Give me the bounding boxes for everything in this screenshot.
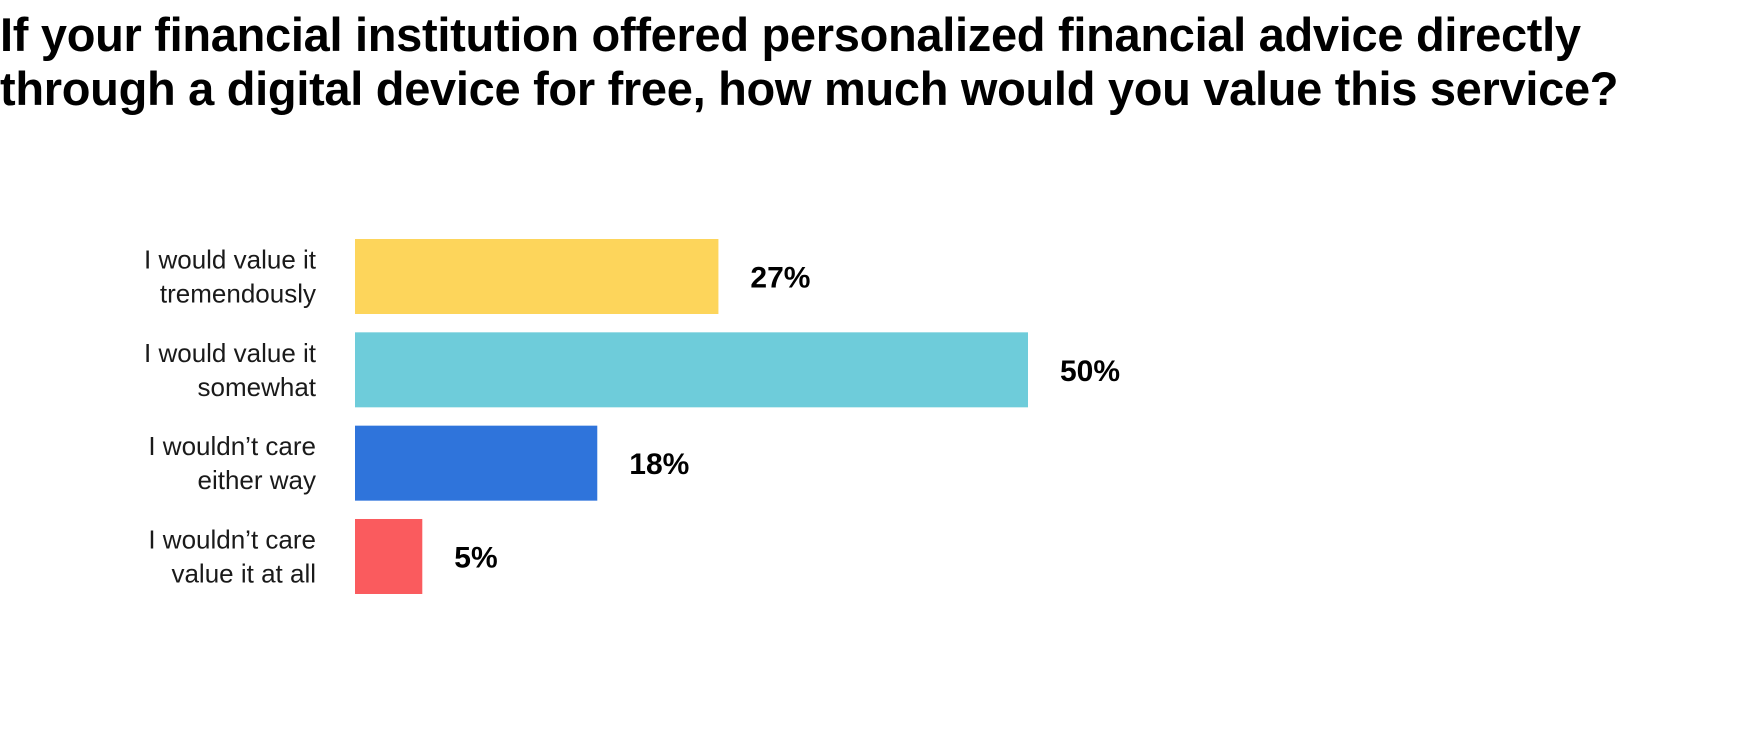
bar-4 — [355, 518, 423, 594]
category-label-line: either way — [198, 465, 317, 495]
category-label-line: value it at all — [171, 558, 316, 588]
category-label-line: I would value it — [144, 338, 317, 368]
category-label-line: tremendously — [160, 279, 316, 309]
value-label-3: 18% — [629, 448, 689, 481]
category-label-line: I would value it — [144, 245, 317, 275]
category-label-line: somewhat — [198, 372, 317, 402]
bar-3 — [355, 425, 598, 501]
category-label-line: I wouldn’t care — [148, 524, 316, 554]
value-label-2: 50% — [1060, 355, 1120, 388]
category-label-4: I wouldn’t care value it at all — [148, 524, 316, 588]
value-label-1: 27% — [750, 262, 810, 295]
bar-1 — [355, 239, 719, 314]
category-label-1: I would value it tremendously — [144, 245, 317, 309]
category-label-2: I would value it somewhat — [144, 338, 317, 402]
category-label-3: I wouldn’t care either way — [148, 431, 316, 495]
category-label-line: I wouldn’t care — [148, 431, 316, 461]
chart-title: If your financial institution offered pe… — [0, 8, 1619, 115]
bar-2 — [355, 332, 1028, 408]
value-label-4: 5% — [454, 541, 497, 574]
bars-layer: I would value it tremendously 27% I would v… — [144, 239, 1120, 594]
